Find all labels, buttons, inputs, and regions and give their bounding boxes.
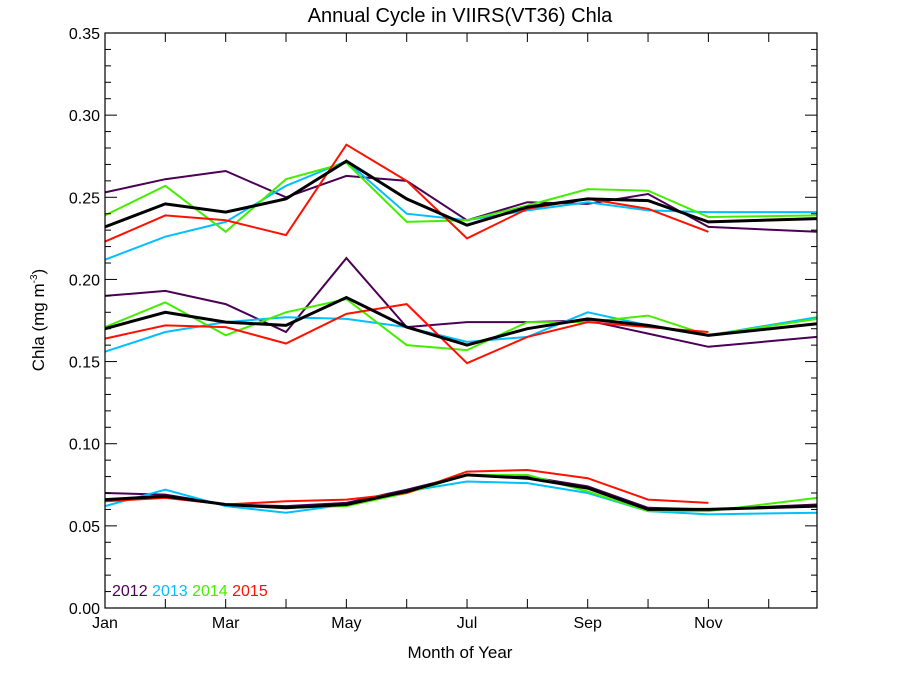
series-line-middle-2015 — [104, 303, 709, 365]
y-tick-label: 0.20 — [69, 272, 100, 289]
series-line-upper-mean — [104, 159, 818, 229]
x-tick-label: Jul — [457, 615, 477, 632]
x-tick-label: Nov — [694, 615, 722, 632]
legend-entry-2013: 2013 — [148, 583, 188, 600]
legend: 2012 2013 2014 2015 — [112, 583, 268, 600]
y-axis-label-close: ) — [29, 269, 48, 275]
series-line-upper-2015 — [104, 143, 709, 243]
legend-entry-2014: 2014 — [188, 583, 228, 600]
series-line-middle-2014 — [104, 298, 818, 352]
plot-frame — [104, 32, 818, 609]
x-tick-label: May — [331, 615, 361, 632]
series-line-upper-2012 — [104, 169, 818, 233]
tick-labels-layer: Jan Mar May Jul Sep Nov 0.00 0.05 0.10 0.15 0.20 0.… — [69, 26, 723, 632]
series-line-middle-mean — [104, 295, 818, 347]
legend-entries: 2012 2013 2014 2015 — [112, 583, 268, 600]
y-tick-label: 0.00 — [69, 601, 100, 618]
y-axis-label: Chla (mg m-3) — [29, 269, 48, 371]
series-layer — [104, 143, 818, 516]
y-axis-label-main: Chla (mg m — [29, 283, 48, 371]
y-tick-label: 0.35 — [69, 26, 100, 43]
y-tick-label: 0.25 — [69, 190, 100, 207]
legend-entry-2012: 2012 — [112, 583, 148, 600]
series-line-middle-2012 — [104, 256, 818, 348]
y-tick-label: 0.15 — [69, 355, 100, 372]
ticks-layer — [105, 32, 817, 609]
series-line-upper-2014 — [104, 161, 818, 234]
y-tick-label: 0.05 — [69, 519, 100, 536]
x-tick-label: Mar — [212, 615, 240, 632]
x-tick-label: Jan — [92, 615, 118, 632]
chart-title: Annual Cycle in VIIRS(VT36) Chla — [308, 5, 613, 27]
series-line-lower-mean — [104, 473, 818, 511]
y-tick-label: 0.10 — [69, 437, 100, 454]
x-axis-label: Month of Year — [408, 643, 513, 662]
y-tick-label: 0.30 — [69, 108, 100, 125]
x-tick-label: Sep — [573, 615, 602, 632]
y-axis-label-superscript: -3 — [29, 274, 40, 283]
legend-entry-2015: 2015 — [228, 583, 268, 600]
